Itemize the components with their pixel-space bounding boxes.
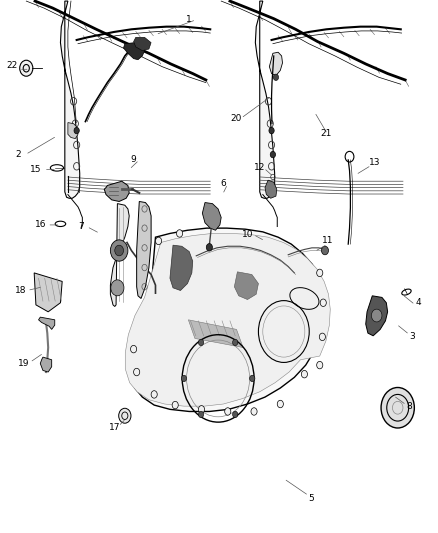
Polygon shape <box>202 203 221 230</box>
Text: 17: 17 <box>109 423 120 432</box>
Polygon shape <box>131 228 325 411</box>
Circle shape <box>198 406 205 413</box>
Polygon shape <box>170 245 193 290</box>
Polygon shape <box>188 320 243 348</box>
Circle shape <box>151 391 157 398</box>
Polygon shape <box>265 180 277 198</box>
Text: 18: 18 <box>15 286 27 295</box>
Circle shape <box>273 74 279 80</box>
Polygon shape <box>110 204 129 306</box>
Text: 12: 12 <box>254 164 265 172</box>
Circle shape <box>301 370 307 378</box>
Circle shape <box>317 269 323 277</box>
Circle shape <box>111 280 124 296</box>
Text: 2: 2 <box>16 150 21 159</box>
Circle shape <box>320 299 326 306</box>
Polygon shape <box>134 37 151 51</box>
Text: 7: 7 <box>78 222 84 231</box>
Circle shape <box>381 387 414 428</box>
Polygon shape <box>234 272 258 300</box>
Text: 8: 8 <box>406 402 413 410</box>
Polygon shape <box>60 1 80 198</box>
Polygon shape <box>124 43 145 60</box>
Text: 1: 1 <box>185 15 191 24</box>
Circle shape <box>269 127 274 134</box>
Polygon shape <box>68 123 78 139</box>
Circle shape <box>233 339 238 345</box>
Circle shape <box>319 333 325 341</box>
Circle shape <box>206 244 212 251</box>
Text: 3: 3 <box>409 333 415 341</box>
Circle shape <box>317 361 323 369</box>
Text: 5: 5 <box>308 494 314 503</box>
Polygon shape <box>255 1 275 198</box>
Polygon shape <box>269 52 283 76</box>
Polygon shape <box>40 357 52 372</box>
Text: 6: 6 <box>220 180 226 188</box>
Circle shape <box>131 345 137 353</box>
Text: 19: 19 <box>18 359 30 368</box>
Circle shape <box>225 408 231 415</box>
Text: 13: 13 <box>369 158 380 167</box>
Text: 15: 15 <box>30 165 42 174</box>
Circle shape <box>233 411 238 418</box>
Circle shape <box>371 309 382 322</box>
Circle shape <box>20 60 33 76</box>
Text: 11: 11 <box>322 237 333 245</box>
Polygon shape <box>125 233 330 406</box>
Text: 4: 4 <box>416 298 421 307</box>
Circle shape <box>277 400 283 408</box>
Polygon shape <box>137 201 151 298</box>
Circle shape <box>172 401 178 409</box>
Circle shape <box>74 127 79 134</box>
Polygon shape <box>34 273 62 312</box>
Circle shape <box>119 408 131 423</box>
Circle shape <box>155 237 162 245</box>
Text: 10: 10 <box>242 230 253 239</box>
Text: 22: 22 <box>7 61 18 69</box>
Circle shape <box>134 368 140 376</box>
Text: 20: 20 <box>230 114 241 123</box>
Circle shape <box>177 230 183 237</box>
Circle shape <box>251 408 257 415</box>
Circle shape <box>115 245 124 256</box>
Circle shape <box>321 246 328 255</box>
Polygon shape <box>39 317 55 329</box>
Circle shape <box>198 411 204 418</box>
Circle shape <box>270 151 276 158</box>
Circle shape <box>198 339 204 345</box>
Circle shape <box>110 240 128 261</box>
Circle shape <box>250 375 255 382</box>
Polygon shape <box>104 181 129 201</box>
Text: 21: 21 <box>321 129 332 138</box>
Text: 9: 9 <box>131 156 137 164</box>
Text: 16: 16 <box>35 221 46 229</box>
Polygon shape <box>366 296 388 336</box>
Circle shape <box>181 375 187 382</box>
